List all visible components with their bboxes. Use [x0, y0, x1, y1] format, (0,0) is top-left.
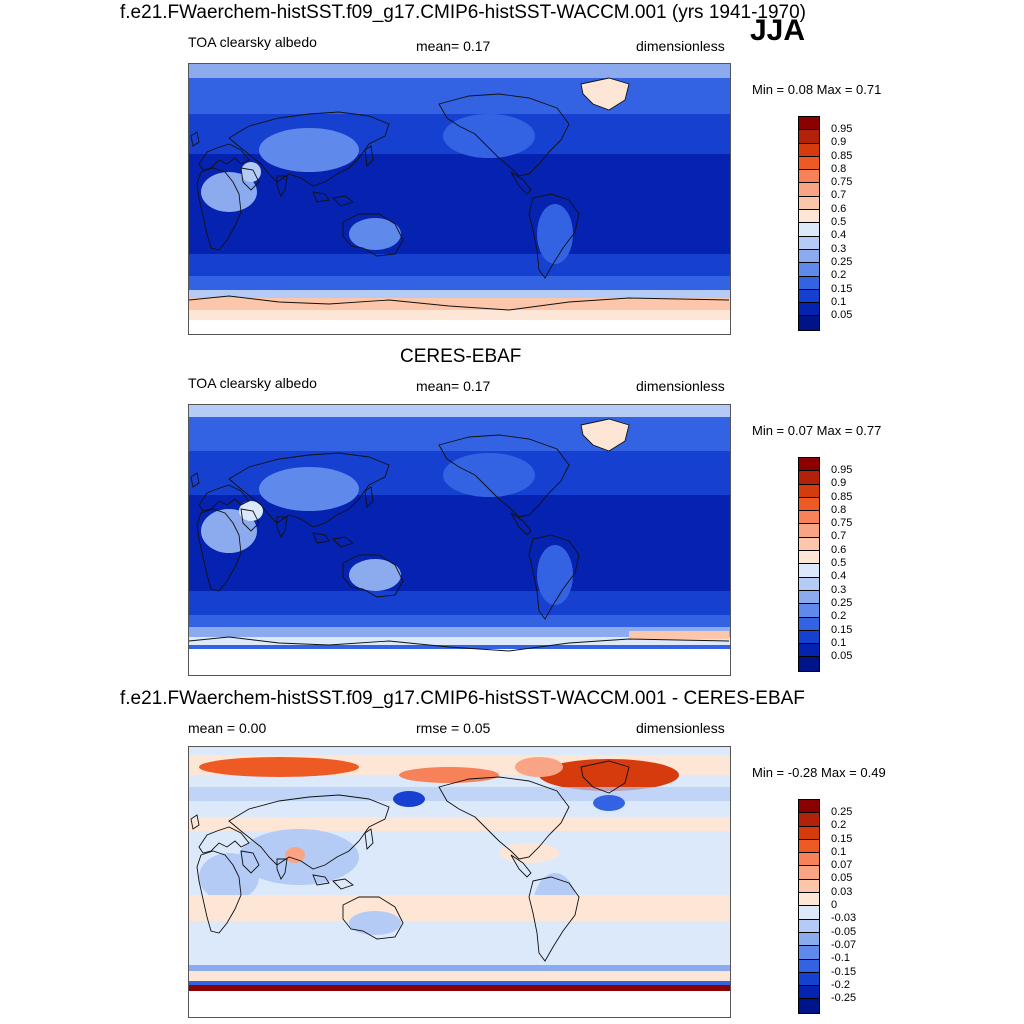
colorbar-tick-label: 0.05 — [831, 650, 853, 663]
panel-3-map — [188, 746, 731, 1018]
colorbar-tick-label: 0.95 — [831, 123, 853, 135]
colorbar-tick-label: 0.5 — [831, 216, 847, 229]
panel-2-colorbar-labels: 0.95 0.9 0.85 0.8 0.75 0.7 0.6 0.5 0.4 0… — [831, 464, 852, 663]
colorbar-tick-label: 0.25 — [831, 255, 853, 268]
colorbar-tick-label: -0.03 — [831, 912, 857, 925]
colorbar-tick-label: 0.95 — [831, 464, 853, 476]
colorbar-tick-label: 0.25 — [831, 596, 853, 609]
panel-1-title: f.e21.FWaerchem-histSST.f09_g17.CMIP6-hi… — [120, 2, 807, 23]
colorbar-tick-label: 0.75 — [831, 176, 853, 189]
colorbar-tick-label: 0.6 — [831, 202, 847, 215]
colorbar-tick-label: 0.75 — [831, 517, 853, 530]
colorbar-tick-label: -0.25 — [831, 992, 857, 1005]
panel-1-colorbar-labels: 0.95 0.9 0.85 0.8 0.75 0.7 0.6 0.5 0.4 0… — [831, 123, 852, 322]
colorbar-tick-label: 0 — [831, 899, 838, 912]
colorbar-tick-label: -0.05 — [831, 925, 857, 938]
colorbar-tick-label: 0.7 — [831, 530, 847, 543]
colorbar-tick-label: 0.15 — [831, 282, 853, 295]
panel-1-units-label: dimensionless — [636, 38, 725, 54]
colorbar-tick-label: 0.85 — [831, 149, 853, 162]
panel-3-rmse-label: rmse = 0.05 — [416, 720, 491, 736]
colorbar-tick-label: 0.85 — [831, 490, 853, 503]
panel-1-minmax: Min = 0.08 Max = 0.71 — [752, 82, 882, 97]
colorbar-tick-label: 0.8 — [831, 503, 847, 516]
colorbar-tick-label: 0.2 — [831, 819, 847, 832]
panel-3-title: f.e21.FWaerchem-histSST.f09_g17.CMIP6-hi… — [120, 688, 805, 709]
colorbar-tick-label: 0.1 — [831, 636, 847, 649]
colorbar-tick-label: 0.8 — [831, 162, 847, 175]
panel-2-minmax: Min = 0.07 Max = 0.77 — [752, 423, 882, 438]
colorbar-tick-label: 0.15 — [831, 832, 853, 845]
panel-1-map — [188, 63, 731, 335]
colorbar-tick-label: 0.7 — [831, 189, 847, 202]
panel-3-colorbar-labels: 0.25 0.2 0.15 0.1 0.07 0.05 0.03 0 -0.03… — [831, 806, 856, 1005]
colorbar-tick-label: 0.05 — [831, 309, 853, 322]
colorbar-tick-label: 0.1 — [831, 845, 847, 858]
panel-2-units-label: dimensionless — [636, 378, 725, 394]
panel-1-variable-label: TOA clearsky albedo — [188, 34, 317, 50]
colorbar-tick-label: -0.15 — [831, 965, 857, 978]
colorbar-tick-label: 0.3 — [831, 583, 847, 596]
colorbar-tick-label: 0.4 — [831, 229, 847, 242]
colorbar-tick-label: 0.5 — [831, 557, 847, 570]
colorbar-tick-label: -0.07 — [831, 938, 857, 951]
panel-2-title: CERES-EBAF — [400, 346, 522, 367]
panel-3-minmax: Min = -0.28 Max = 0.49 — [752, 765, 886, 780]
colorbar-tick-label: 0.1 — [831, 295, 847, 308]
colorbar-tick-label: 0.3 — [831, 242, 847, 255]
colorbar-tick-label: 0.05 — [831, 872, 853, 885]
colorbar-tick-label: 0.2 — [831, 610, 847, 623]
panel-2-variable-label: TOA clearsky albedo — [188, 375, 317, 391]
panel-3-units-label: dimensionless — [636, 720, 725, 736]
colorbar-tick-label: 0.9 — [831, 477, 847, 490]
colorbar-tick-label: 0.15 — [831, 623, 853, 636]
colorbar-tick-label: 0.6 — [831, 543, 847, 556]
panel-3-colorbar — [798, 799, 820, 1014]
panel-3-mean-label: mean = 0.00 — [188, 720, 267, 736]
colorbar-tick-label: 0.07 — [831, 859, 853, 872]
colorbar-tick-label: -0.2 — [831, 978, 850, 991]
colorbar-tick-label: 0.25 — [831, 806, 853, 818]
panel-2-map — [188, 404, 731, 676]
colorbar-tick-label: -0.1 — [831, 952, 850, 965]
panel-2-colorbar — [798, 457, 820, 672]
panel-1-mean-label: mean= 0.17 — [416, 38, 491, 54]
colorbar-tick-label: 0.03 — [831, 885, 853, 898]
colorbar-tick-label: 0.2 — [831, 269, 847, 282]
colorbar-tick-label: 0.9 — [831, 136, 847, 149]
panel-2-mean-label: mean= 0.17 — [416, 378, 491, 394]
season-label: JJA — [750, 14, 806, 47]
colorbar-tick-label: 0.4 — [831, 570, 847, 583]
panel-1-colorbar — [798, 116, 820, 331]
